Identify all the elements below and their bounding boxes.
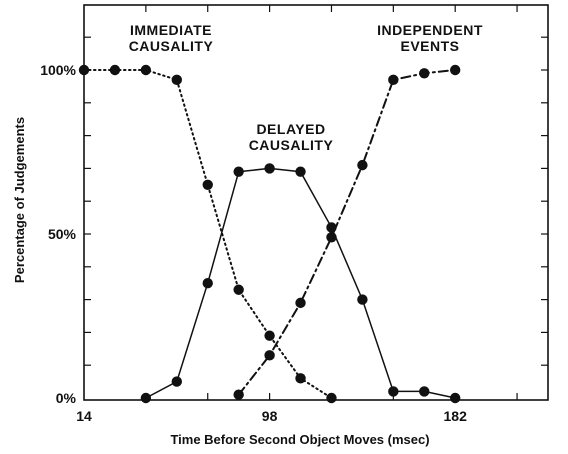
series-annotation: IMMEDIATE CAUSALITY (129, 22, 214, 54)
data-point (264, 350, 275, 361)
y-tick-label: 50% (48, 226, 77, 242)
data-point (419, 386, 430, 397)
series-annotation: DELAYED CAUSALITY (249, 121, 334, 153)
data-point (233, 166, 244, 177)
tick-marks (84, 5, 548, 400)
y-tick-label: 100% (40, 62, 76, 78)
data-point (388, 386, 399, 397)
plot-frame (83, 4, 549, 401)
series-points (78, 64, 461, 404)
series-annotation-line: DELAYED (256, 121, 325, 137)
data-point (450, 392, 461, 404)
x-tick-label: 182 (444, 408, 468, 424)
data-point (233, 389, 244, 400)
data-point (388, 74, 399, 86)
series-line (145, 167, 456, 399)
series-line (237, 69, 457, 396)
data-point (140, 392, 152, 404)
data-point (295, 373, 306, 384)
x-tick-label: 14 (76, 408, 92, 424)
data-point (264, 163, 275, 174)
series-annotation-line: CAUSALITY (129, 38, 214, 54)
data-point (202, 278, 213, 289)
data-point (264, 330, 275, 341)
data-point (295, 166, 306, 177)
data-point (233, 284, 244, 295)
data-point (326, 222, 337, 233)
data-point (171, 376, 182, 387)
data-point (171, 74, 182, 86)
data-point (109, 64, 121, 76)
data-point (357, 159, 368, 171)
series-annotation-line: CAUSALITY (249, 137, 334, 153)
series-annotation-line: INDEPENDENT (377, 22, 483, 38)
x-tick-label: 98 (262, 408, 278, 424)
data-point (357, 294, 368, 305)
y-tick-label: 0% (56, 390, 77, 406)
data-point (78, 64, 90, 76)
data-point (140, 64, 152, 76)
y-axis-label: Percentage of Judgements (12, 117, 27, 283)
series-line (83, 69, 333, 399)
data-point (326, 232, 337, 243)
data-point (202, 179, 213, 190)
data-point (326, 392, 337, 404)
plot-border (83, 4, 549, 401)
data-point (419, 68, 430, 79)
series-annotation-line: IMMEDIATE (130, 22, 212, 38)
series-lines (83, 69, 457, 399)
data-point (450, 64, 461, 76)
data-point (295, 297, 306, 309)
tick-labels: 0% 50% 100% 14 98 182 (40, 62, 467, 424)
series-annotation-line: EVENTS (400, 38, 459, 54)
series-annotation: INDEPENDENT EVENTS (377, 22, 483, 54)
x-axis-label: Time Before Second Object Moves (msec) (170, 432, 429, 447)
